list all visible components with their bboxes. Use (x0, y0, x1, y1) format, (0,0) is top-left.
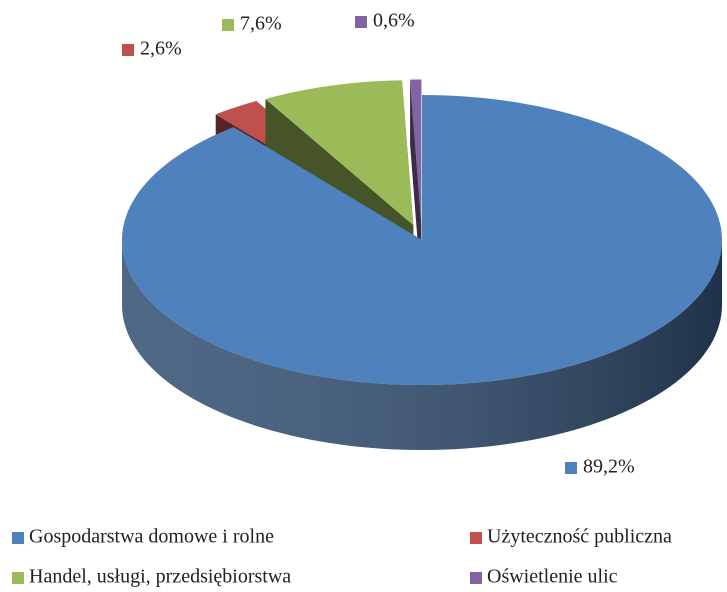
data-label: 2,6% (140, 38, 182, 60)
legend-label: Gospodarstwa domowe i rolne (29, 526, 274, 548)
pie-slice (410, 79, 422, 225)
data-label: 0,6% (373, 10, 415, 32)
legend-marker (12, 572, 24, 584)
data-label-marker (565, 462, 577, 474)
data-label-marker (355, 16, 367, 28)
slice-side-shade (122, 240, 722, 450)
legend-label: Użyteczność publiczna (487, 526, 672, 548)
legend-label: Handel, usługi, przedsiębiorstwa (29, 566, 291, 588)
slice (410, 79, 422, 290)
legend-marker (470, 572, 482, 584)
pie-slice (122, 95, 722, 385)
pie-slice (265, 80, 414, 226)
data-label: 7,6% (240, 13, 282, 35)
legend-marker (12, 532, 24, 544)
data-label: 89,2% (583, 456, 635, 478)
legend-marker (470, 532, 482, 544)
data-label-marker (122, 44, 134, 56)
slice-wall (410, 79, 422, 290)
data-label-marker (222, 19, 234, 31)
slice (122, 95, 722, 450)
legend-label: Oświetlenie ulic (487, 566, 618, 588)
